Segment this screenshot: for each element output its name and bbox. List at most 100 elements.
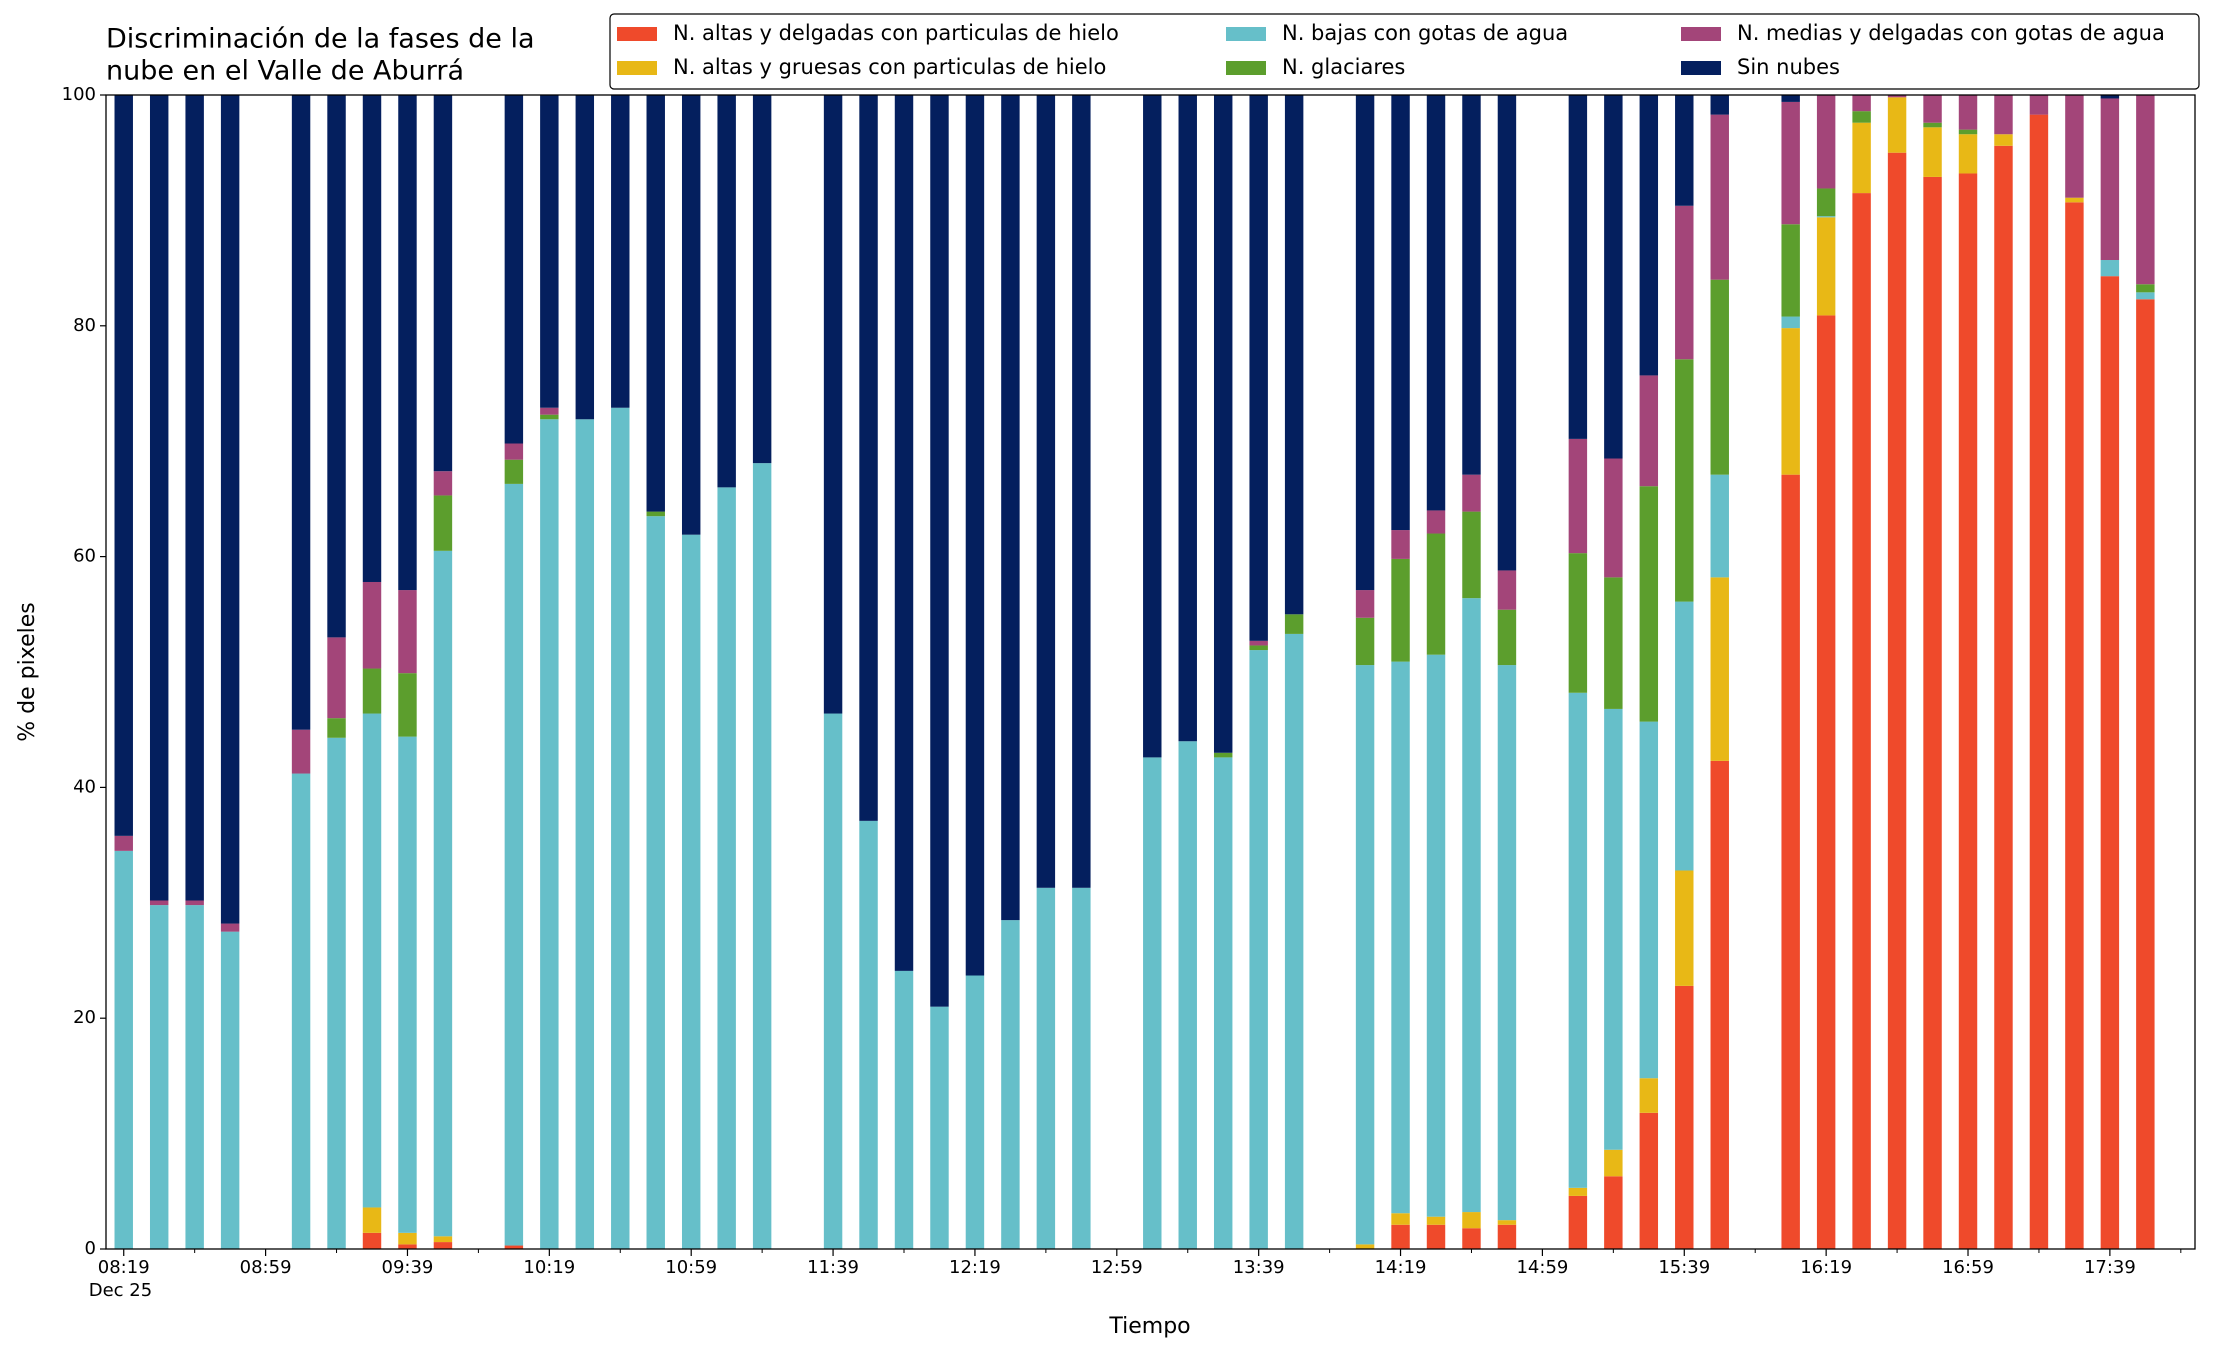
bar-segment [1355, 665, 1375, 1245]
bar-segment [398, 736, 417, 1233]
bar-segment [575, 95, 595, 420]
y-axis-label: % de pixeles [15, 602, 40, 741]
bar-segment [1178, 741, 1197, 1249]
legend-swatch [1226, 61, 1266, 75]
bar-segment [2100, 98, 2120, 261]
bar-segment [1816, 95, 1836, 189]
bar-segment [1604, 708, 1623, 1150]
bar-segment [2136, 95, 2155, 285]
bar-segment [327, 637, 346, 719]
bar-segment [1781, 328, 1800, 475]
y-tick-label: 20 [73, 1007, 96, 1028]
bar-segment [1143, 95, 1162, 758]
bar-segment [327, 95, 346, 638]
bar-segment [362, 668, 382, 714]
bar-segment [433, 495, 453, 551]
bar-segment [1781, 101, 1800, 225]
bar-segment [1816, 315, 1836, 1249]
bar-segment [930, 1006, 949, 1249]
bar-segment [1994, 134, 2013, 146]
bar-segment [1391, 661, 1410, 1214]
legend-label: N. altas y delgadas con particulas de hi… [673, 21, 1119, 45]
x-tick-label: 15:39 [1658, 1257, 1710, 1278]
bar-segment [1604, 95, 1623, 459]
bar-segment [2100, 276, 2120, 1250]
bar-segment [433, 550, 453, 1237]
bar-segment [1355, 590, 1375, 618]
bar-segment [1710, 95, 1729, 115]
bar-segment [681, 95, 701, 535]
bar-segment [2100, 95, 2120, 99]
bar-segment [1568, 438, 1588, 554]
x-axis-label: Tiempo [1108, 1314, 1190, 1339]
bar-segment [2029, 95, 2049, 115]
bar-segment [646, 95, 665, 512]
bar-segment [1497, 665, 1517, 1221]
x-tick-label: 14:59 [1516, 1257, 1568, 1278]
bar-segment [1923, 95, 1942, 123]
bar-segment [1284, 95, 1304, 615]
bar-segment [1675, 205, 1694, 360]
bar-segment [1497, 1220, 1517, 1225]
bar-segment [114, 850, 133, 1249]
x-tick-label: 12:59 [1091, 1257, 1143, 1278]
bar-segment [398, 1244, 417, 1249]
bar-segment [1426, 533, 1446, 655]
legend-label: N. glaciares [1282, 55, 1405, 79]
bar-segment [1923, 127, 1942, 177]
bar-segment [327, 718, 346, 738]
bar-segment [1284, 614, 1304, 634]
bar-segment [504, 459, 524, 484]
y-tick-label: 60 [73, 546, 96, 567]
bar-segment [1391, 95, 1410, 531]
bar-segment [1958, 129, 1978, 135]
bar-segment [1568, 1195, 1588, 1249]
bar-segment [1710, 279, 1729, 475]
bar-segment [1249, 95, 1268, 641]
x-tick-label: 09:39 [382, 1257, 434, 1278]
bar-segment [1604, 1149, 1623, 1177]
legend-swatch [1681, 27, 1721, 41]
bar-segment [1001, 95, 1020, 921]
legend: N. altas y delgadas con particulas de hi… [609, 13, 2200, 90]
bar-segment [1675, 985, 1694, 1249]
bar-segment [1426, 654, 1446, 1217]
bar-segment [1994, 95, 2013, 135]
bar-segment [1994, 145, 2013, 1249]
bar-segment [2029, 114, 2049, 1249]
chart-title: Discriminación de la fases de la [106, 24, 535, 55]
bar-segment [2065, 95, 2084, 198]
bar-segment [752, 95, 772, 464]
bar-segment [611, 95, 630, 408]
bar-segment [1710, 760, 1729, 1249]
legend-swatch [1681, 61, 1721, 75]
bar-segment [859, 95, 878, 821]
legend-swatch [617, 27, 657, 41]
bar-segment [398, 95, 417, 591]
bar-segment [1391, 1224, 1410, 1249]
bar-segment [1072, 95, 1091, 888]
bar-segment [1710, 114, 1729, 280]
bar-segment [1639, 95, 1659, 376]
bar-segment [149, 905, 169, 1249]
bar-segment [859, 820, 878, 1249]
bar-segment [504, 443, 524, 460]
bar-segment [1675, 359, 1694, 602]
bar-segment [1249, 640, 1268, 646]
bar-segment [1604, 1176, 1623, 1249]
bar-segment [1781, 95, 1800, 102]
bar-segment [114, 835, 133, 851]
bar-segment [433, 1236, 453, 1243]
bar-segment [1462, 598, 1481, 1213]
bar-segment [1639, 486, 1659, 722]
bar-segment [1568, 692, 1588, 1188]
bar-segment [1249, 650, 1268, 1249]
bar-segment [823, 95, 843, 714]
bar-segment [1816, 216, 1836, 218]
legend-label: N. altas y gruesas con particulas de hie… [673, 55, 1106, 79]
bar-segment [362, 1207, 382, 1233]
bar-segment [1426, 510, 1446, 534]
bar-segment [965, 95, 985, 976]
bar-segment [185, 95, 204, 901]
